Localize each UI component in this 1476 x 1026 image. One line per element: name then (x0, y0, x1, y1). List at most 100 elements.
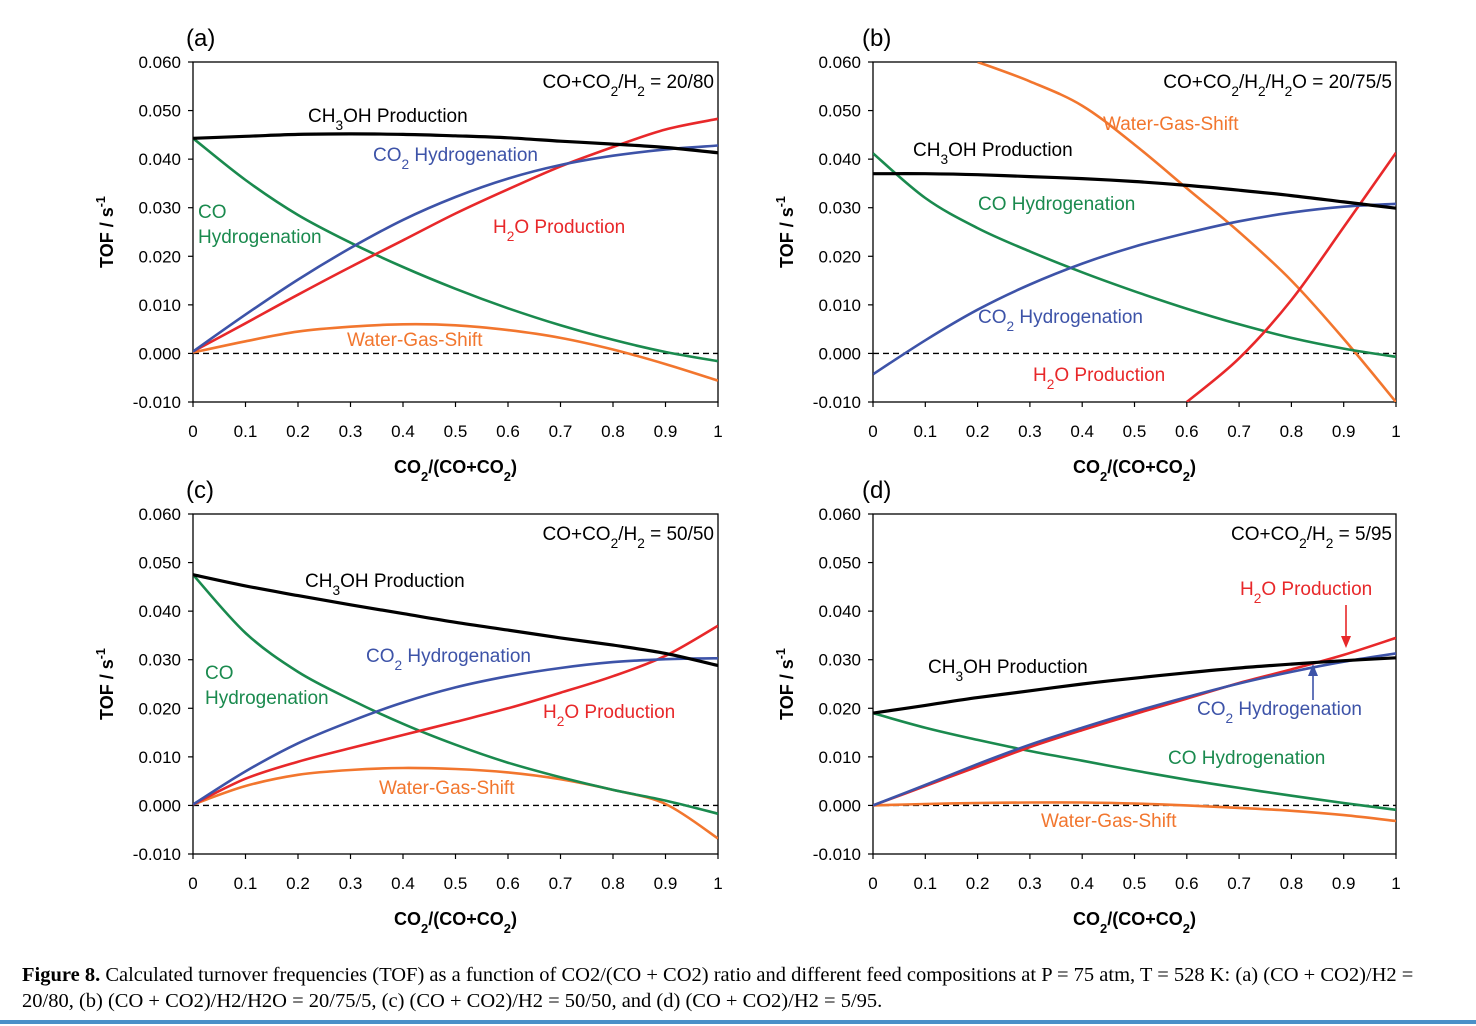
x-tick-label: 0.8 (1280, 422, 1304, 441)
y-axis-title: TOF / s-1 (774, 648, 797, 720)
y-tick-label: 0.020 (818, 699, 861, 718)
y-tick-label: 0.030 (818, 199, 861, 218)
series-line-ch3oh-production (873, 656, 1396, 715)
y-tick-label: -0.010 (133, 393, 181, 412)
figure-charts: -0.010 0.000 0.010 0.020 0.030 0.040 0.050 0.06… (94, 25, 1401, 936)
condition-label: CO+CO2/H2 = 20/80 (542, 72, 714, 99)
y-tick-label: 0.050 (818, 554, 861, 573)
x-tick-label: 0.4 (1070, 422, 1094, 441)
x-tick-label: 0.7 (549, 422, 573, 441)
y-tick-label: 0.020 (138, 247, 181, 266)
series-label: CO Hydrogenation (1168, 748, 1325, 769)
series-label-line2: Hydrogenation (198, 227, 322, 248)
y-tick-label: 0.050 (138, 554, 181, 573)
y-tick-label: 0.040 (818, 150, 861, 169)
condition-label: CO+CO2/H2 = 5/95 (1231, 524, 1392, 551)
x-tick-label: 0 (868, 422, 877, 441)
x-axis-title: CO2/(CO+CO2) (1073, 909, 1196, 936)
x-tick-label: 0.7 (1227, 422, 1251, 441)
x-tick-label: 0.2 (966, 874, 990, 893)
y-axis-title: TOF / s-1 (774, 196, 797, 268)
series-line-water-gas-shift (873, 801, 1396, 823)
y-axis-title: TOF / s-1 (94, 196, 117, 268)
series-line-h2o-production (1185, 152, 1396, 402)
y-tick-label: 0.000 (138, 796, 181, 815)
x-tick-label: 0.6 (496, 874, 520, 893)
x-tick-label: 1 (713, 422, 722, 441)
series-label: Water-Gas-Shift (1041, 811, 1177, 832)
series-line-co-hydrogenation (193, 137, 718, 363)
series-line-co-hydrogenation (193, 573, 718, 815)
plot-frame (872, 61, 1397, 403)
y-tick-label: 0.040 (818, 602, 861, 621)
series-label-line2: Hydrogenation (205, 688, 329, 709)
x-tick-label: 0.5 (1123, 422, 1147, 441)
figure-caption: Figure 8. Calculated turnover frequencie… (22, 962, 1462, 1014)
y-tick-label: 0.040 (138, 602, 181, 621)
y-tick-label: 0.010 (818, 748, 861, 767)
y-tick-label: 0.020 (138, 699, 181, 718)
series-line-co-hydrogenation (873, 711, 1396, 812)
x-tick-label: 0.5 (1123, 874, 1147, 893)
x-tick-label: 0.7 (549, 874, 573, 893)
caption-rule (0, 1020, 1476, 1024)
series-line-ch3oh-production (873, 172, 1396, 210)
y-tick-label: 0.030 (818, 651, 861, 670)
y-tick-label: -0.010 (813, 393, 861, 412)
y-tick-label: 0.030 (138, 199, 181, 218)
condition-label: CO+CO2/H2/H2O = 20/75/5 (1163, 72, 1392, 99)
series-line-ch3oh-production (193, 132, 718, 155)
chart-panel-2: -0.010 0.000 0.010 0.020 0.030 0.040 0.050 0.06… (94, 477, 723, 936)
y-tick-label: 0.030 (138, 651, 181, 670)
x-tick-label: 0.9 (1332, 422, 1356, 441)
x-axis-title: CO2/(CO+CO2) (394, 457, 517, 484)
x-tick-label: 0.2 (966, 422, 990, 441)
x-tick-label: 0.1 (913, 422, 937, 441)
x-tick-label: 0.5 (444, 874, 468, 893)
x-tick-label: 0 (188, 422, 197, 441)
x-tick-label: 0 (188, 874, 197, 893)
chart-panel-3: -0.010 0.000 0.010 0.020 0.030 0.040 0.050 0.06… (774, 477, 1401, 936)
x-tick-label: 1 (713, 874, 722, 893)
x-tick-label: 0.9 (654, 422, 678, 441)
y-tick-label: 0.060 (818, 505, 861, 524)
x-axis-title: CO2/(CO+CO2) (1073, 457, 1196, 484)
panel-label: (b) (862, 25, 891, 52)
y-tick-label: 0.050 (138, 102, 181, 121)
series-label: H2O Production (493, 217, 625, 244)
y-tick-label: 0.010 (138, 296, 181, 315)
x-tick-label: 0.4 (1070, 874, 1094, 893)
y-tick-label: 0.010 (818, 296, 861, 315)
y-tick-label: 0.020 (818, 247, 861, 266)
x-axis-title: CO2/(CO+CO2) (394, 909, 517, 936)
co2-arrow-head (1308, 664, 1318, 676)
x-tick-label: 1 (1391, 874, 1400, 893)
condition-label: CO+CO2/H2 = 50/50 (542, 524, 714, 551)
x-tick-label: 0.9 (1332, 874, 1356, 893)
y-tick-label: 0.000 (138, 344, 181, 363)
y-tick-label: 0.060 (138, 505, 181, 524)
panel-label: (c) (186, 477, 214, 504)
x-tick-label: 0.8 (601, 422, 625, 441)
x-tick-label: 0.3 (339, 874, 363, 893)
series-label: CO2 Hydrogenation (366, 646, 531, 673)
series-label: Water-Gas-Shift (347, 330, 483, 351)
y-tick-label: 0.000 (818, 796, 861, 815)
series-line-h2o-production (193, 117, 718, 353)
h2o-arrow-head (1341, 636, 1351, 648)
panel-label: (d) (862, 477, 891, 504)
x-tick-label: 0.1 (234, 874, 258, 893)
x-tick-label: 0.8 (1280, 874, 1304, 893)
series-label: CH3OH Production (913, 140, 1073, 167)
y-tick-label: 0.040 (138, 150, 181, 169)
series-line-co2-hydrogenation (873, 652, 1396, 807)
series-line-ch3oh-production (193, 573, 718, 668)
series-line-h2o-production (873, 636, 1396, 807)
series-line-water-gas-shift (977, 62, 1396, 402)
series-label: H2O Production (1033, 365, 1165, 392)
plot-frame (192, 513, 719, 855)
caption-text: Calculated turnover frequencies (TOF) as… (22, 964, 1414, 1012)
x-tick-label: 0.8 (601, 874, 625, 893)
series-label: CO (198, 202, 227, 223)
x-tick-label: 0.3 (1018, 422, 1042, 441)
